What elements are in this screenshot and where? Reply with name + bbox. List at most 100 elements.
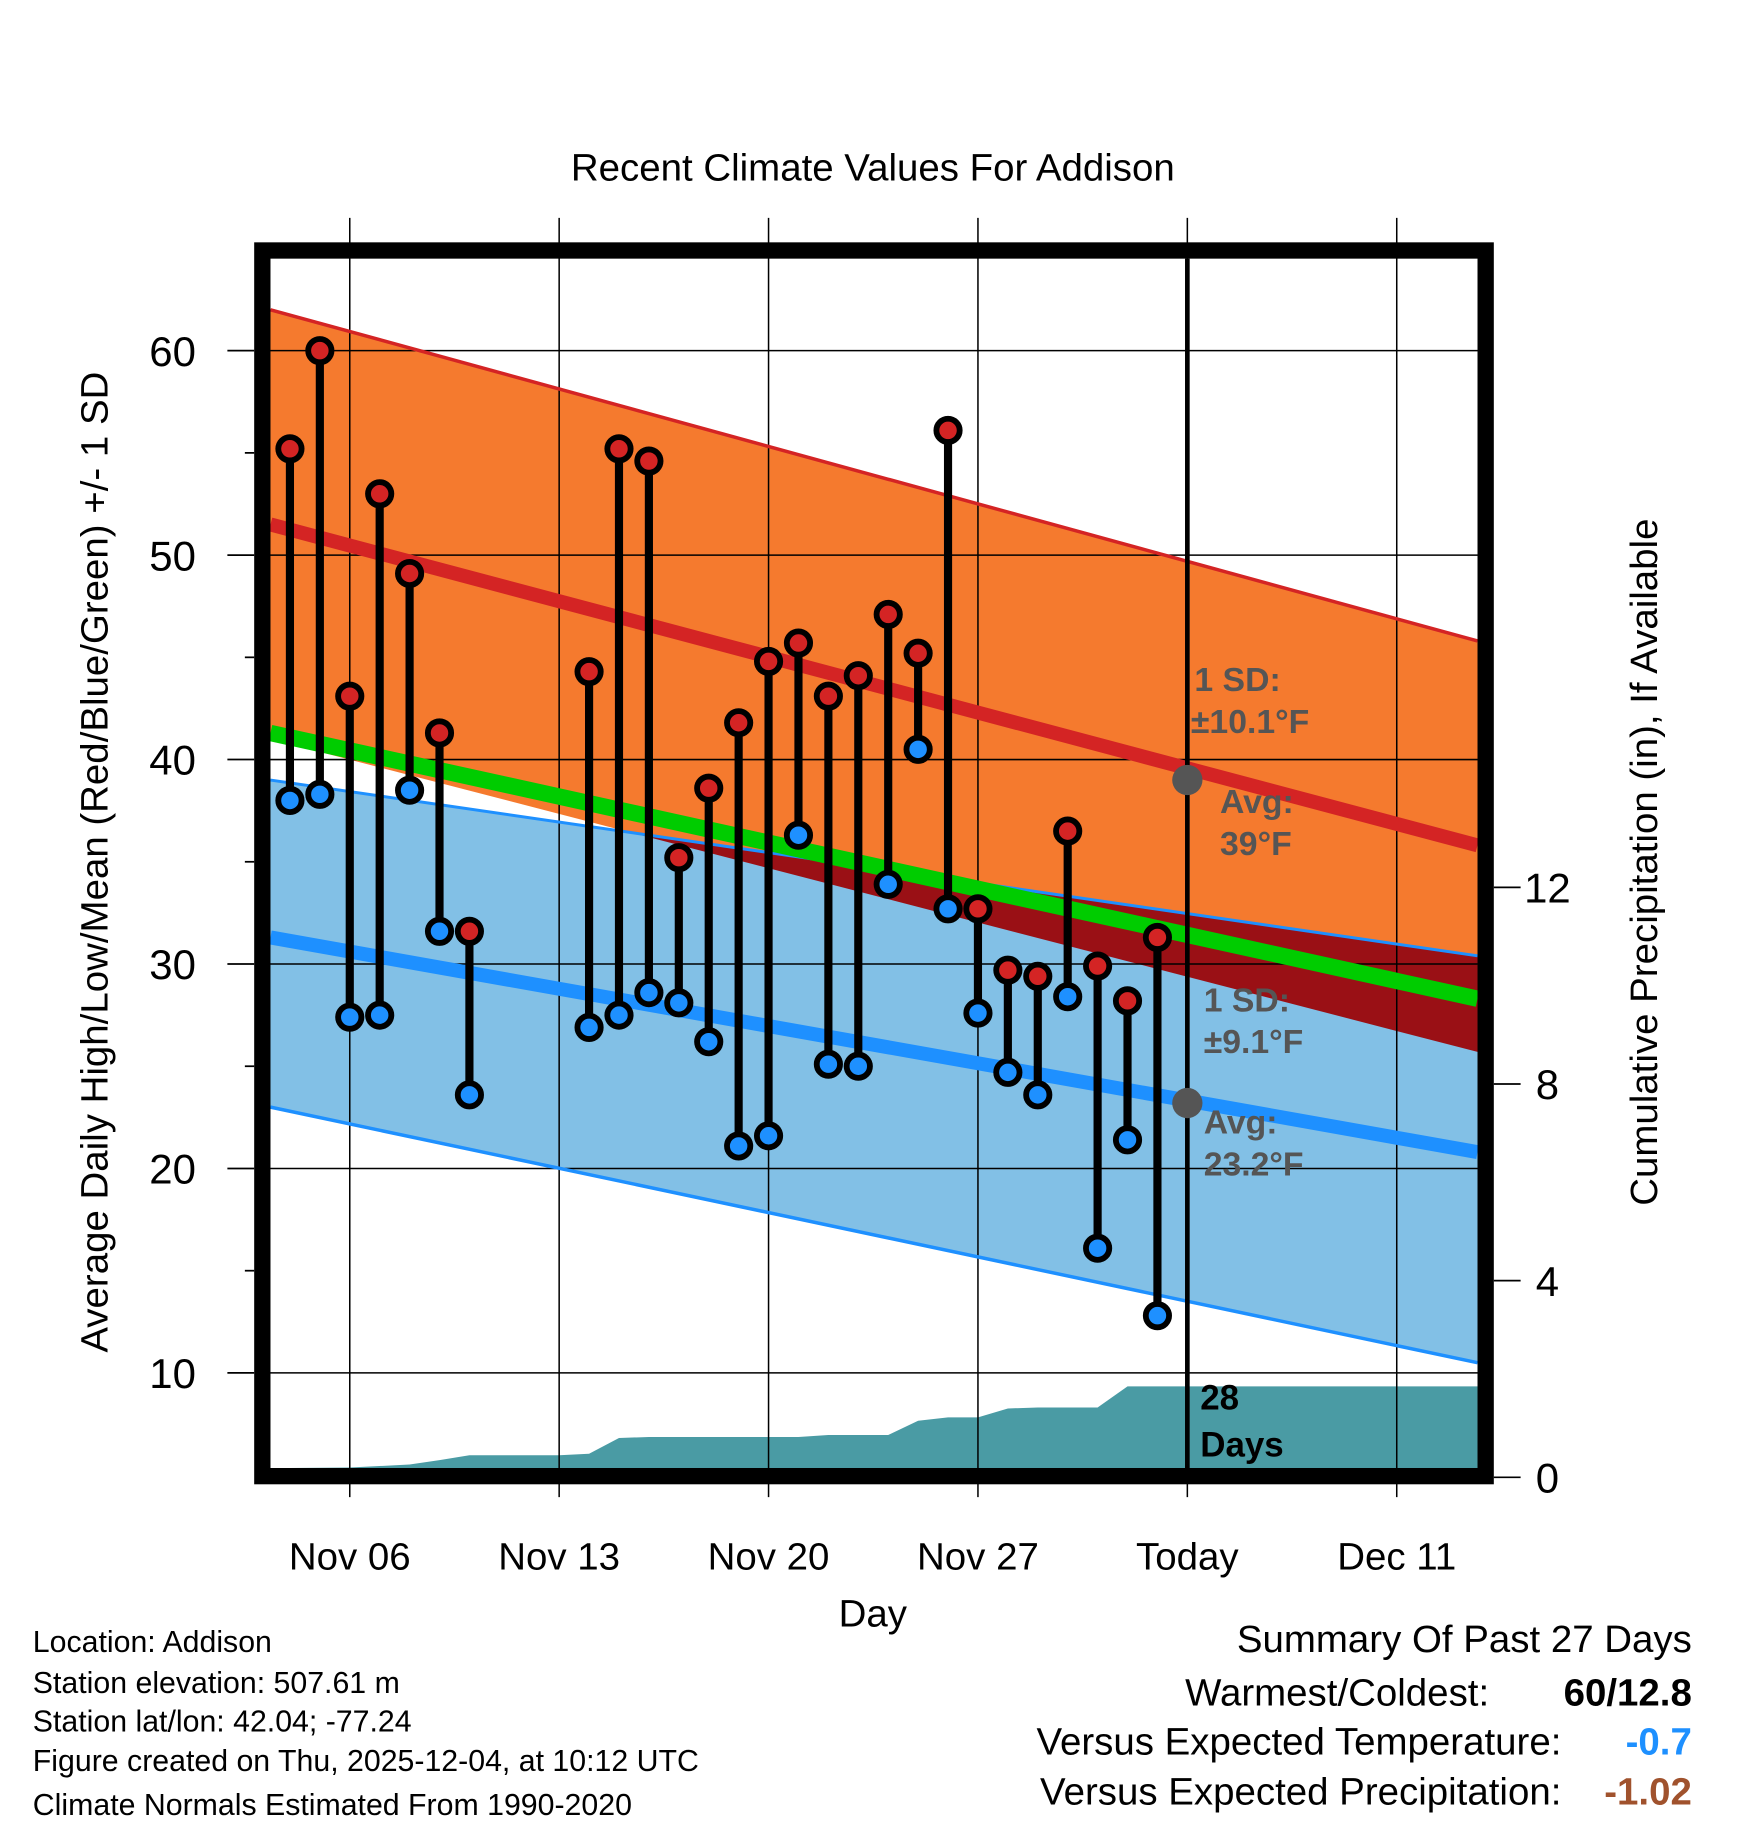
summary-title: Summary Of Past 27 Days xyxy=(1237,1618,1692,1661)
daily-low-point xyxy=(933,894,963,924)
daily-high-point xyxy=(753,646,784,676)
daily-low-point xyxy=(783,820,814,850)
daily-high-point xyxy=(873,599,903,629)
daily-low-point xyxy=(694,1027,724,1057)
daily-high-point xyxy=(604,434,634,464)
info-normals: Climate Normals Estimated From 1990-2020 xyxy=(33,1789,632,1822)
y-tick-label: 30 xyxy=(149,941,196,988)
daily-low-point xyxy=(454,1080,484,1110)
daily-high-point xyxy=(694,773,724,803)
daily-low-point xyxy=(1053,982,1083,1012)
daily-low-point xyxy=(604,1000,634,1030)
y2-tick-label: 8 xyxy=(1536,1061,1559,1108)
low-lower-sd-line xyxy=(270,1105,1478,1365)
high-avg-marker xyxy=(1172,764,1203,796)
warmest-coldest-value: 60/12.8 xyxy=(1564,1672,1692,1715)
mean-normal-line xyxy=(268,725,1480,1007)
y2-tick-label: 4 xyxy=(1536,1258,1559,1305)
x-axis-label: Day xyxy=(839,1592,908,1635)
info-latlon: Station lat/lon: 42.04; -77.24 xyxy=(33,1705,412,1738)
daily-low-point xyxy=(1083,1233,1113,1263)
daily-low-point xyxy=(1023,1080,1053,1110)
y2-axis-label: Cumulative Precipitation (in), If Availa… xyxy=(1623,519,1666,1206)
daily-high-point xyxy=(335,681,365,711)
daily-low-point xyxy=(395,775,425,805)
daily-low-point xyxy=(813,1049,843,1079)
y-tick-label: 60 xyxy=(149,328,196,375)
daily-low-point xyxy=(963,998,993,1028)
daily-high-point xyxy=(813,681,843,711)
info-created: Figure created on Thu, 2025-12-04, at 10… xyxy=(33,1745,699,1778)
temp-vs-expected-value: -0.7 xyxy=(1626,1721,1692,1764)
plot-frame xyxy=(254,242,1494,1485)
daily-low-point xyxy=(634,978,664,1008)
daily-low-point xyxy=(305,779,335,809)
daily-low-point xyxy=(275,785,305,816)
daily-high-point xyxy=(664,843,694,873)
precip-area xyxy=(289,1386,1478,1468)
daily-low-point xyxy=(843,1051,873,1081)
warmest-coldest-label: Warmest/Coldest: xyxy=(1185,1672,1489,1715)
daily-high-point xyxy=(634,446,664,476)
daily-high-point xyxy=(365,479,395,509)
daily-high-point xyxy=(424,718,455,748)
temp-vs-expected-label: Versus Expected Temperature: xyxy=(1036,1721,1561,1764)
days-count: 28 xyxy=(1200,1379,1239,1418)
daily-low-point xyxy=(1142,1301,1172,1331)
daily-high-point xyxy=(783,628,814,658)
x-tick-label: Dec 11 xyxy=(1337,1535,1456,1578)
y-tick-label: 40 xyxy=(149,737,196,784)
low-sd-label: 1 SD: xyxy=(1204,981,1290,1019)
daily-high-point xyxy=(843,661,873,691)
daily-high-point xyxy=(1023,961,1053,991)
high-mean-normal-line xyxy=(268,517,1480,853)
chart-title: Recent Climate Values For Addison xyxy=(571,147,1175,190)
y-tick-label: 10 xyxy=(149,1350,196,1397)
y2-tick-label: 12 xyxy=(1524,864,1571,911)
high-sd-label: 1 SD: xyxy=(1194,661,1280,699)
daily-high-point xyxy=(1083,951,1113,981)
daily-low-point xyxy=(993,1057,1023,1087)
precip-vs-expected-value: -1.02 xyxy=(1604,1771,1692,1814)
x-tick-label: Nov 06 xyxy=(289,1535,411,1578)
low-sd-value: ±9.1°F xyxy=(1204,1023,1304,1061)
high-avg-value: 39°F xyxy=(1220,825,1292,863)
daily-high-point xyxy=(1142,922,1172,952)
daily-high-point xyxy=(903,638,933,668)
y-tick-label: 50 xyxy=(149,532,196,579)
x-tick-label: Today xyxy=(1136,1535,1239,1578)
x-tick-label: Nov 27 xyxy=(917,1535,1039,1578)
daily-high-point xyxy=(305,336,335,366)
high-avg-label: Avg: xyxy=(1220,783,1294,821)
daily-high-point xyxy=(574,657,604,687)
daily-low-point xyxy=(753,1121,784,1151)
low-avg-value: 23.2°F xyxy=(1204,1146,1304,1184)
daily-low-point xyxy=(335,1002,365,1032)
daily-low-point xyxy=(365,1000,395,1030)
daily-low-point xyxy=(1112,1125,1143,1155)
low-avg-marker xyxy=(1172,1087,1203,1119)
daily-high-point xyxy=(454,916,484,946)
daily-high-point xyxy=(1112,986,1143,1016)
high-sd-value: ±10.1°F xyxy=(1191,703,1309,741)
x-tick-label: Nov 20 xyxy=(708,1535,830,1578)
low-avg-label: Avg: xyxy=(1204,1104,1278,1142)
daily-low-point xyxy=(574,1012,604,1042)
daily-high-point xyxy=(1053,816,1083,846)
info-elevation: Station elevation: 507.61 m xyxy=(33,1667,400,1700)
daily-low-point xyxy=(873,869,903,899)
daily-high-point xyxy=(275,434,305,464)
daily-low-point xyxy=(724,1131,754,1161)
daily-low-point xyxy=(903,734,933,764)
y2-tick-label: 0 xyxy=(1536,1454,1559,1501)
y-tick-label: 20 xyxy=(149,1146,196,1193)
daily-high-point xyxy=(993,955,1023,985)
daily-low-point xyxy=(424,916,455,946)
daily-high-point xyxy=(724,708,754,738)
days-label: Days xyxy=(1200,1425,1284,1464)
y-axis-label: Average Daily High/Low/Mean (Red/Blue/Gr… xyxy=(73,372,116,1353)
daily-high-point xyxy=(963,894,993,924)
daily-high-point xyxy=(395,558,425,589)
daily-high-point xyxy=(933,415,963,445)
